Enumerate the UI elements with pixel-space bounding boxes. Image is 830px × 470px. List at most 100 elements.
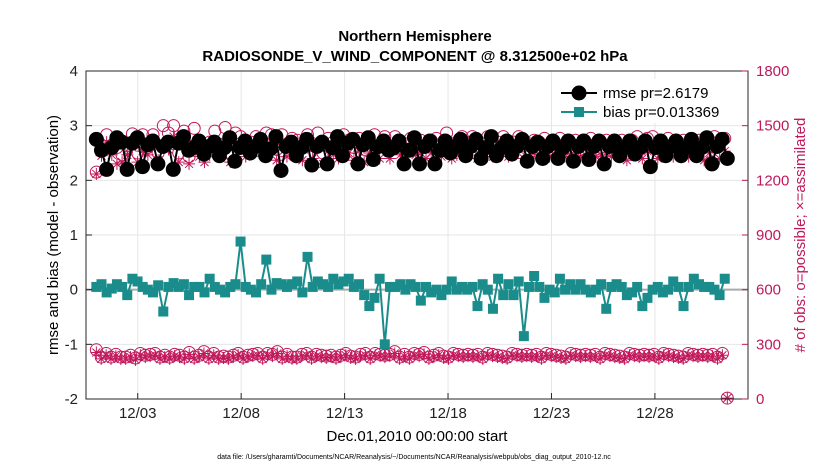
rmse-panel-assimilated-marker (414, 147, 427, 159)
bias-point (446, 276, 457, 287)
bias-panel-assimilated-marker (706, 350, 719, 363)
rmse-point (252, 131, 268, 147)
x-tick-label: 12/03 (119, 405, 157, 422)
rmse-point (319, 156, 335, 172)
rmse-panel-assimilated-marker (713, 152, 726, 165)
bias-point (477, 279, 488, 290)
bias-panel-assimilated-marker (471, 350, 484, 363)
rmse-point (406, 130, 422, 146)
bias-point (240, 281, 251, 292)
bias-point (364, 301, 375, 312)
chart-title-line2: RADIOSONDE_V_WIND_COMPONENT @ 8.312500e+… (202, 48, 628, 65)
bias-point (621, 290, 632, 301)
bias-panel-assimilated-marker (672, 352, 685, 364)
bias-panel-assimilated-marker (506, 349, 519, 362)
bias-panel-assimilated-marker (437, 352, 450, 364)
x-axis-ticks: 12/03 12/08 12/13 12/18 12/23 12/28 (119, 393, 674, 422)
bias-point (199, 287, 210, 298)
bias-point (668, 276, 679, 287)
bias-point (549, 287, 560, 298)
bias-point (348, 281, 359, 292)
rmse-point (581, 152, 597, 168)
bias-panel-assimilated-marker (158, 351, 171, 364)
y-axis-label: rmse and bias (model - observation) (45, 115, 62, 355)
bias-point (235, 236, 246, 247)
bias-panel-assimilated-marker (207, 349, 220, 362)
bias-panel-assimilated-marker (212, 352, 225, 365)
bias-point (158, 306, 169, 317)
bias-point (395, 279, 406, 290)
bias-point (632, 281, 643, 292)
bias-point (431, 284, 442, 295)
bias-point (276, 279, 287, 290)
bias-point (379, 339, 390, 350)
rmse-panel-assimilated-marker (121, 148, 134, 161)
y2-tick-label: 600 (756, 282, 781, 299)
bias-point (317, 279, 328, 290)
count-markers (89, 119, 734, 405)
bias-point (487, 303, 498, 314)
rmse-point (335, 148, 351, 164)
bias-point (565, 279, 576, 290)
rmse-panel-assimilated-marker (605, 150, 618, 163)
bias-point (534, 281, 545, 292)
rmse-point (699, 130, 715, 146)
bias-panel-assimilated-marker (667, 351, 680, 364)
bias-panel-assimilated-marker (422, 352, 435, 365)
bias-panel-assimilated-marker (628, 350, 641, 363)
bias-panel-assimilated-marker (149, 349, 162, 362)
bias-point (457, 281, 468, 292)
bias-panel-assimilated-marker (427, 351, 440, 364)
bias-point (704, 281, 715, 292)
bias-panel-assimilated-marker (574, 351, 587, 364)
rmse-panel-assimilated-marker (141, 148, 154, 161)
bias-panel-assimilated-marker (608, 351, 621, 364)
bias-panel-assimilated-marker (515, 351, 528, 364)
bias-point (287, 279, 298, 290)
rmse-point (422, 133, 438, 149)
rmse-point (150, 156, 166, 172)
bias-point (106, 283, 117, 294)
y2-tick-label: 0 (756, 391, 764, 408)
rmse-point (365, 152, 381, 168)
bias-point (498, 290, 509, 301)
bias-point (390, 281, 401, 292)
legend-rmse-marker (571, 85, 587, 101)
rmse-point (222, 130, 238, 146)
bias-point (714, 290, 725, 301)
bias-panel-assimilated-marker (178, 352, 191, 365)
bias-panel-assimilated-marker (496, 352, 509, 364)
bias-point (405, 279, 416, 290)
rmse-panel-possible-marker (187, 121, 201, 135)
y-tick-label: -1 (65, 336, 78, 353)
rmse-panel-assimilated-marker (620, 154, 633, 167)
bias-panel-assimilated-marker (540, 349, 553, 362)
bias-point (529, 271, 540, 281)
bias-point (663, 284, 674, 295)
bias-point (220, 287, 231, 298)
bias-panel-assimilated-marker (398, 350, 411, 363)
bias-point (451, 284, 462, 295)
bias-panel-assimilated-marker (374, 350, 387, 363)
bias-panel-assimilated-marker (339, 349, 352, 362)
bias-panel-assimilated-marker (633, 351, 646, 364)
bias-panel-assimilated-marker (594, 352, 607, 365)
bias-panel-assimilated-marker (545, 350, 558, 363)
bias-panel-assimilated-marker (95, 352, 108, 365)
bias-point (153, 280, 164, 291)
bias-panel-assimilated-marker (643, 351, 656, 364)
bias-point (616, 281, 627, 292)
rmse-panel-assimilated-marker (383, 152, 396, 165)
bias-panel-assimilated-marker (134, 349, 147, 362)
bias-panel-assimilated-marker (325, 351, 338, 364)
bias-panel-assimilated-marker (462, 350, 475, 363)
rmse-panel-possible-marker (156, 119, 170, 133)
bias-panel-assimilated-marker (129, 353, 142, 366)
bias-point (384, 281, 395, 292)
bias-panel-assimilated-marker (603, 350, 616, 363)
rmse-panel-assimilated-marker (409, 148, 422, 161)
bias-panel-assimilated-marker (716, 349, 729, 362)
rmse-point (176, 129, 192, 145)
data-file-footnote: data file: /Users/gharamti/Documents/NCA… (217, 454, 611, 461)
